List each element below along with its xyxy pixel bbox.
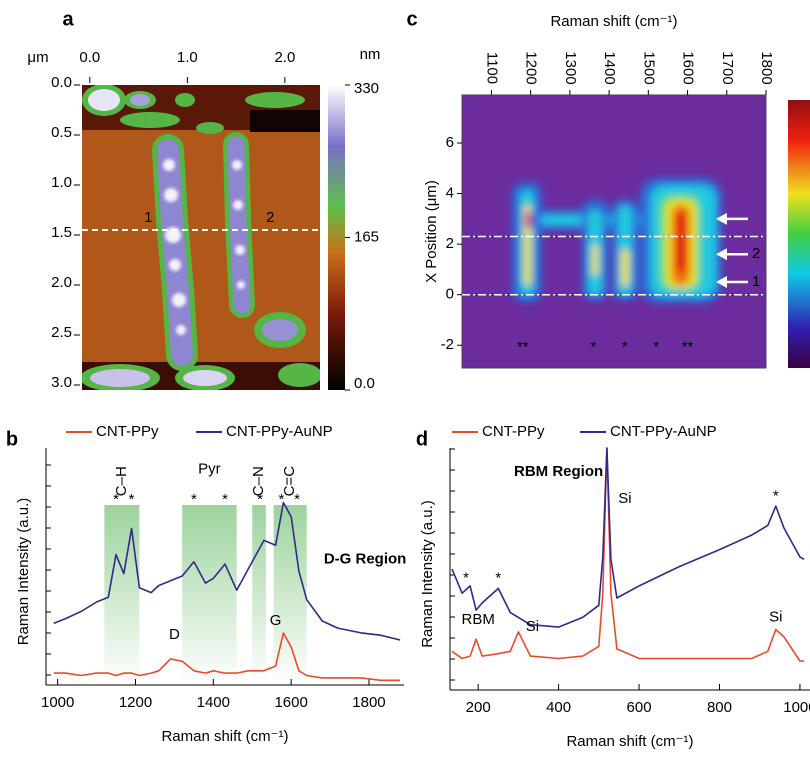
- line: [53, 501, 401, 641]
- axis-label: μm: [27, 49, 48, 66]
- annotation: RBM Region: [514, 463, 603, 480]
- x-tick-label: 1800: [352, 694, 385, 711]
- legend-label: CNT-PPy: [96, 423, 159, 440]
- x-tick-label: 400: [546, 699, 571, 716]
- band: [104, 505, 140, 685]
- x-tick-label: 1000: [41, 694, 74, 711]
- arrow-head: [716, 212, 727, 225]
- annotation: *: [495, 570, 501, 587]
- band: [252, 505, 266, 685]
- x-tick-label: 1200: [119, 694, 152, 711]
- panel-label: a: [62, 8, 74, 30]
- colorbar: [788, 100, 810, 368]
- annotation: 2: [266, 209, 274, 226]
- y-tick-label: -2: [441, 336, 454, 353]
- x-tick-label: 1300: [562, 51, 579, 84]
- x-tick-label: 1600: [274, 694, 307, 711]
- annotation: Si: [526, 618, 539, 635]
- raman-map: [462, 95, 766, 368]
- colorbar-tick-label: 0.0: [354, 375, 375, 392]
- x-tick-label: 1800: [758, 51, 775, 84]
- annotation: C–H: [113, 466, 130, 496]
- y-tick-label: 0: [446, 286, 454, 303]
- panel-label: b: [6, 428, 18, 450]
- annotation: **: [682, 339, 694, 356]
- annotation: Pyr: [198, 460, 221, 477]
- x-tick-label: 1600: [680, 51, 697, 84]
- x-tick-label: 1400: [197, 694, 230, 711]
- arrow-head: [716, 248, 727, 261]
- band: [273, 505, 307, 685]
- annotation: C–N: [250, 466, 267, 496]
- annotation: D: [169, 626, 180, 643]
- annotation: Si: [769, 608, 782, 625]
- arrow-label: 2: [752, 245, 760, 262]
- x-tick-label: 1100: [483, 52, 500, 84]
- y-tick-label: 2.5: [51, 324, 72, 341]
- y-tick-label: 6: [446, 134, 454, 151]
- x-tick-label: 1.0: [177, 49, 198, 66]
- annotation: RBM: [461, 611, 494, 628]
- band: [182, 505, 237, 685]
- annotation: *: [590, 339, 596, 356]
- legend-label: CNT-PPy-AuNP: [226, 423, 333, 440]
- annotation: G: [270, 612, 282, 629]
- x-tick-label: 1700: [719, 51, 736, 84]
- colorbar-tick-label: 330: [354, 80, 379, 97]
- colorbar: [328, 85, 345, 390]
- annotation: **: [517, 339, 529, 356]
- afm-image: [82, 85, 320, 390]
- line: [53, 632, 401, 682]
- legend-label: CNT-PPy-AuNP: [610, 423, 717, 440]
- panel-label: d: [416, 428, 428, 450]
- annotation: *: [294, 491, 300, 508]
- arrow-head: [716, 276, 727, 289]
- line: [451, 447, 805, 628]
- y-axis-label: Raman Intensity (a.u.): [419, 500, 436, 648]
- colorbar-tick-label: 165: [354, 228, 379, 245]
- x-tick-label: 1400: [601, 51, 618, 84]
- annotation: Si: [618, 490, 631, 507]
- annotation: *: [191, 491, 197, 508]
- annotation: *: [653, 339, 659, 356]
- y-axis-label: Raman Intensity (a.u.): [15, 498, 32, 646]
- x-tick-label: 800: [707, 699, 732, 716]
- colorbar-label: nm: [360, 46, 381, 63]
- y-axis-label: X Position (μm): [423, 180, 440, 283]
- annotation: C=C: [281, 466, 298, 497]
- y-tick-label: 4: [446, 185, 454, 202]
- legend-label: CNT-PPy: [482, 423, 545, 440]
- annotation: *: [129, 491, 135, 508]
- line: [451, 447, 804, 662]
- x-tick-label: 600: [627, 699, 652, 716]
- x-tick-label: 0.0: [79, 49, 100, 66]
- x-tick-label: 2.0: [274, 49, 295, 66]
- x-axis-label: Raman shift (cm⁻¹): [566, 733, 693, 750]
- y-tick-label: 2: [446, 235, 454, 252]
- panel-label: c: [406, 8, 417, 30]
- x-tick-label: 1000: [783, 699, 810, 716]
- x-axis-label: Raman shift (cm⁻¹): [161, 728, 288, 745]
- y-tick-label: 3.0: [51, 374, 72, 391]
- arrow-label: 1: [752, 273, 760, 290]
- annotation: *: [222, 491, 228, 508]
- x-tick-label: 1500: [640, 51, 657, 84]
- y-tick-label: 1.0: [51, 174, 72, 191]
- y-tick-label: 2.0: [51, 274, 72, 291]
- x-axis-label: Raman shift (cm⁻¹): [550, 13, 677, 30]
- annotation: *: [113, 491, 119, 508]
- annotation: *: [279, 491, 285, 508]
- y-tick-label: 0.5: [51, 124, 72, 141]
- annotation: *: [622, 339, 628, 356]
- y-tick-label: 0.0: [51, 74, 72, 91]
- annotation: *: [257, 491, 263, 508]
- annotation: 1: [144, 209, 152, 226]
- x-tick-label: 1200: [523, 51, 540, 84]
- x-tick-label: 200: [466, 699, 491, 716]
- annotation: *: [773, 487, 779, 504]
- annotation: D-G Region: [324, 550, 407, 567]
- y-tick-label: 1.5: [51, 224, 72, 241]
- annotation: *: [463, 570, 469, 587]
